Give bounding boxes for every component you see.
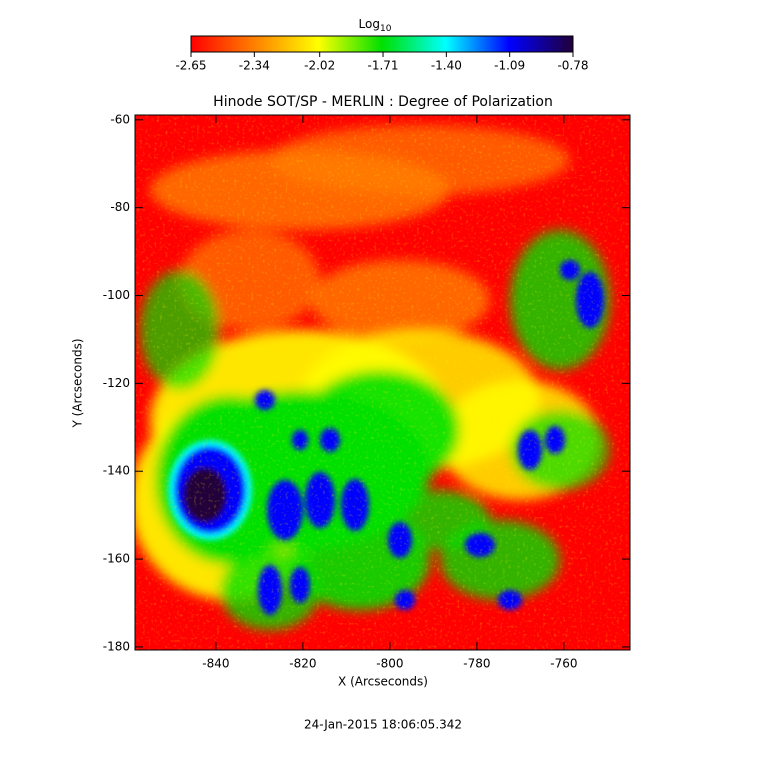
plot-frame [134,114,631,651]
y-tick-label: -140 [103,464,130,478]
colorbar-tick-label: -1.40 [431,59,462,73]
x-axis-label: X (Arcseconds) [338,675,428,689]
x-tick-label: -840 [202,657,229,671]
y-axis-label: Y (Arcseconds) [71,338,85,428]
y-tick-label: -120 [103,376,130,390]
colorbar-label: Log10 [359,17,392,34]
x-tick-label: -780 [463,657,490,671]
colorbar-tick-label: -1.09 [494,59,525,73]
y-tick-label: -60 [110,112,130,126]
colorbar-tick-label: -2.02 [304,59,335,73]
colorbar-tick-label: -2.34 [239,59,270,73]
x-tick-label: -820 [289,657,316,671]
y-tick-label: -180 [103,639,130,653]
heatmap-image [135,115,630,650]
y-tick-label: -160 [103,552,130,566]
date-stamp: 24-Jan-2015 18:06:05.342 [304,718,462,732]
colorbar-tick-label: -1.71 [367,59,398,73]
x-tick-label: -760 [550,657,577,671]
chart-title: Hinode SOT/SP - MERLIN : Degree of Polar… [213,94,553,110]
colorbar [190,35,574,53]
x-tick-label: -800 [376,657,403,671]
colorbar-tick-label: -2.65 [175,59,206,73]
colorbar-tick-label: -0.78 [557,59,588,73]
texture [135,115,630,650]
colorbar-label-sub: 10 [380,24,392,34]
y-tick-label: -100 [103,288,130,302]
y-tick-label: -80 [110,200,130,214]
